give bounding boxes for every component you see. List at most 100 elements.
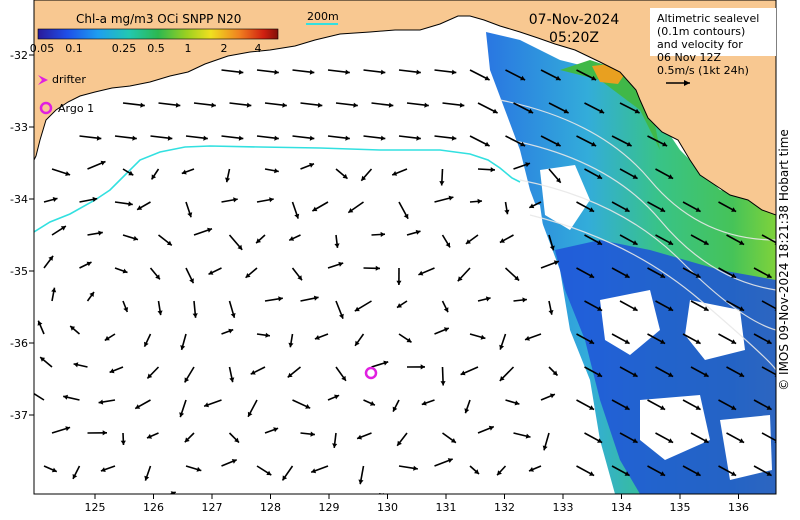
velocity-arrow-head	[624, 405, 630, 410]
velocity-arrow-head	[170, 491, 176, 494]
velocity-arrow-head	[358, 479, 364, 485]
longitude-tick-label: 131	[436, 501, 457, 514]
velocity-arrow-head	[63, 394, 68, 400]
velocity-arrow-head	[484, 141, 490, 147]
velocity-arrow-head	[695, 471, 701, 476]
velocity-arrow-head	[703, 438, 709, 443]
velocity-arrow-head	[73, 362, 79, 368]
velocity-arrow-head	[497, 470, 502, 476]
velocity-arrow-head	[589, 207, 595, 212]
velocity-arrow-head	[660, 207, 666, 212]
velocity-arrow	[761, 432, 776, 442]
velocity-arrow-head	[96, 135, 102, 141]
longitude-tick-label: 128	[260, 501, 281, 514]
velocity-arrow-head	[520, 75, 526, 81]
latitude-tick-label: -35	[10, 265, 28, 278]
velocity-arrow-head	[278, 296, 283, 302]
longitude-tick-label: 135	[670, 501, 691, 514]
velocity-arrow-head	[348, 208, 354, 213]
velocity-arrow-head	[36, 501, 41, 506]
velocity-arrow-head	[474, 469, 479, 474]
velocity-arrow	[464, 499, 478, 504]
velocity-arrow-head	[597, 306, 603, 311]
velocity-arrow-head	[668, 306, 674, 311]
velocity-arrow-head	[273, 427, 279, 433]
credit-text: © IMOS 09-Nov-2024 18:21:38 Hobart time	[777, 129, 791, 391]
velocity-arrow-head	[624, 207, 630, 212]
velocity-arrow-head	[542, 445, 548, 451]
velocity-arrow-head	[520, 141, 526, 147]
velocity-arrow-head	[122, 268, 128, 274]
velocity-arrow-head	[555, 75, 561, 81]
velocity-arrow-head	[203, 135, 208, 141]
velocity-arrow-head	[731, 339, 737, 344]
velocity-arrow-head	[375, 265, 380, 271]
velocity-arrow-head	[660, 273, 666, 278]
velocity-arrow-head	[289, 236, 295, 241]
colorbar	[37, 28, 279, 40]
info-box-background	[650, 8, 776, 56]
velocity-arrow-head	[147, 433, 152, 439]
velocity-arrow-head	[695, 273, 701, 278]
velocity-arrow-head	[660, 405, 666, 410]
velocity-arrow-head	[522, 297, 527, 303]
velocity-arrow-head	[100, 467, 106, 472]
velocity-arrow-head	[167, 135, 173, 141]
velocity-arrow-head	[549, 393, 555, 399]
velocity-arrow-head	[120, 440, 126, 445]
longitude-tick-label: 125	[85, 501, 106, 514]
velocity-arrow-head	[151, 174, 157, 180]
info-line: Altimetric sealevel	[657, 12, 760, 25]
velocity-arrow-head	[514, 400, 520, 406]
velocity-arrow-head	[345, 69, 350, 75]
longitude-tick-label: 133	[553, 501, 574, 514]
velocity-arrow-head	[477, 198, 482, 204]
velocity-arrow-head	[357, 434, 362, 440]
velocity-arrow-head	[128, 170, 134, 176]
velocity-arrow-head	[415, 229, 421, 235]
velocity-arrow-head	[392, 406, 398, 412]
map-date: 07-Nov-2024	[528, 12, 620, 28]
velocity-arrow-head	[403, 213, 409, 219]
velocity-arrow-head	[418, 270, 424, 276]
velocity-arrow-head	[464, 408, 470, 414]
colorbar-tick-label: 0.05	[29, 42, 55, 55]
velocity-arrow-head	[766, 339, 772, 344]
velocity-arrow-head	[624, 273, 630, 278]
velocity-arrow-head	[211, 102, 216, 108]
velocity-arrow-head	[597, 372, 603, 377]
velocity-arrow-head	[632, 372, 638, 377]
velocity-arrow-head	[51, 287, 57, 293]
longitude-axis: 125 126 127 128 129 130 131 132 133 134 135 136	[85, 494, 749, 514]
velocity-arrow-head	[668, 240, 674, 245]
longitude-tick-label: 129	[319, 501, 340, 514]
velocity-arrow-head	[312, 206, 318, 212]
velocity-arrow-head	[448, 195, 454, 201]
velocity-arrow-head	[89, 292, 94, 297]
velocity-arrow-head	[439, 181, 445, 186]
velocity-arrow-head	[223, 513, 228, 518]
velocity-arrow-head	[60, 226, 66, 231]
velocity-arrow-head	[589, 273, 595, 278]
velocity-arrow-head	[703, 240, 709, 245]
velocity-arrow-head	[632, 306, 638, 311]
colorbar-title: Chl-a mg/m3 OCi SNPP N20	[76, 12, 242, 26]
velocity-arrow-head	[397, 303, 402, 308]
cloud-gaps	[520, 165, 772, 480]
argo-float-marker	[364, 366, 378, 380]
velocity-arrow-head	[591, 141, 597, 147]
velocity-arrow-head	[234, 437, 239, 443]
velocity-arrow-head	[238, 135, 244, 141]
velocity-arrow-head	[668, 372, 674, 377]
velocity-arrow-head	[440, 381, 446, 386]
velocity-arrow	[761, 234, 776, 244]
velocity-arrow-head	[499, 238, 505, 243]
velocity-arrow	[294, 499, 300, 510]
info-text: Altimetric sealevel (0.1m contours) and …	[657, 12, 759, 77]
velocity-arrow-head	[192, 313, 198, 318]
velocity-arrow-head	[353, 102, 358, 108]
velocity-arrow-head	[597, 174, 603, 179]
velocity-arrow-head	[528, 108, 534, 114]
longitude-tick-label: 130	[377, 501, 398, 514]
velocity-arrow-head	[245, 273, 251, 278]
